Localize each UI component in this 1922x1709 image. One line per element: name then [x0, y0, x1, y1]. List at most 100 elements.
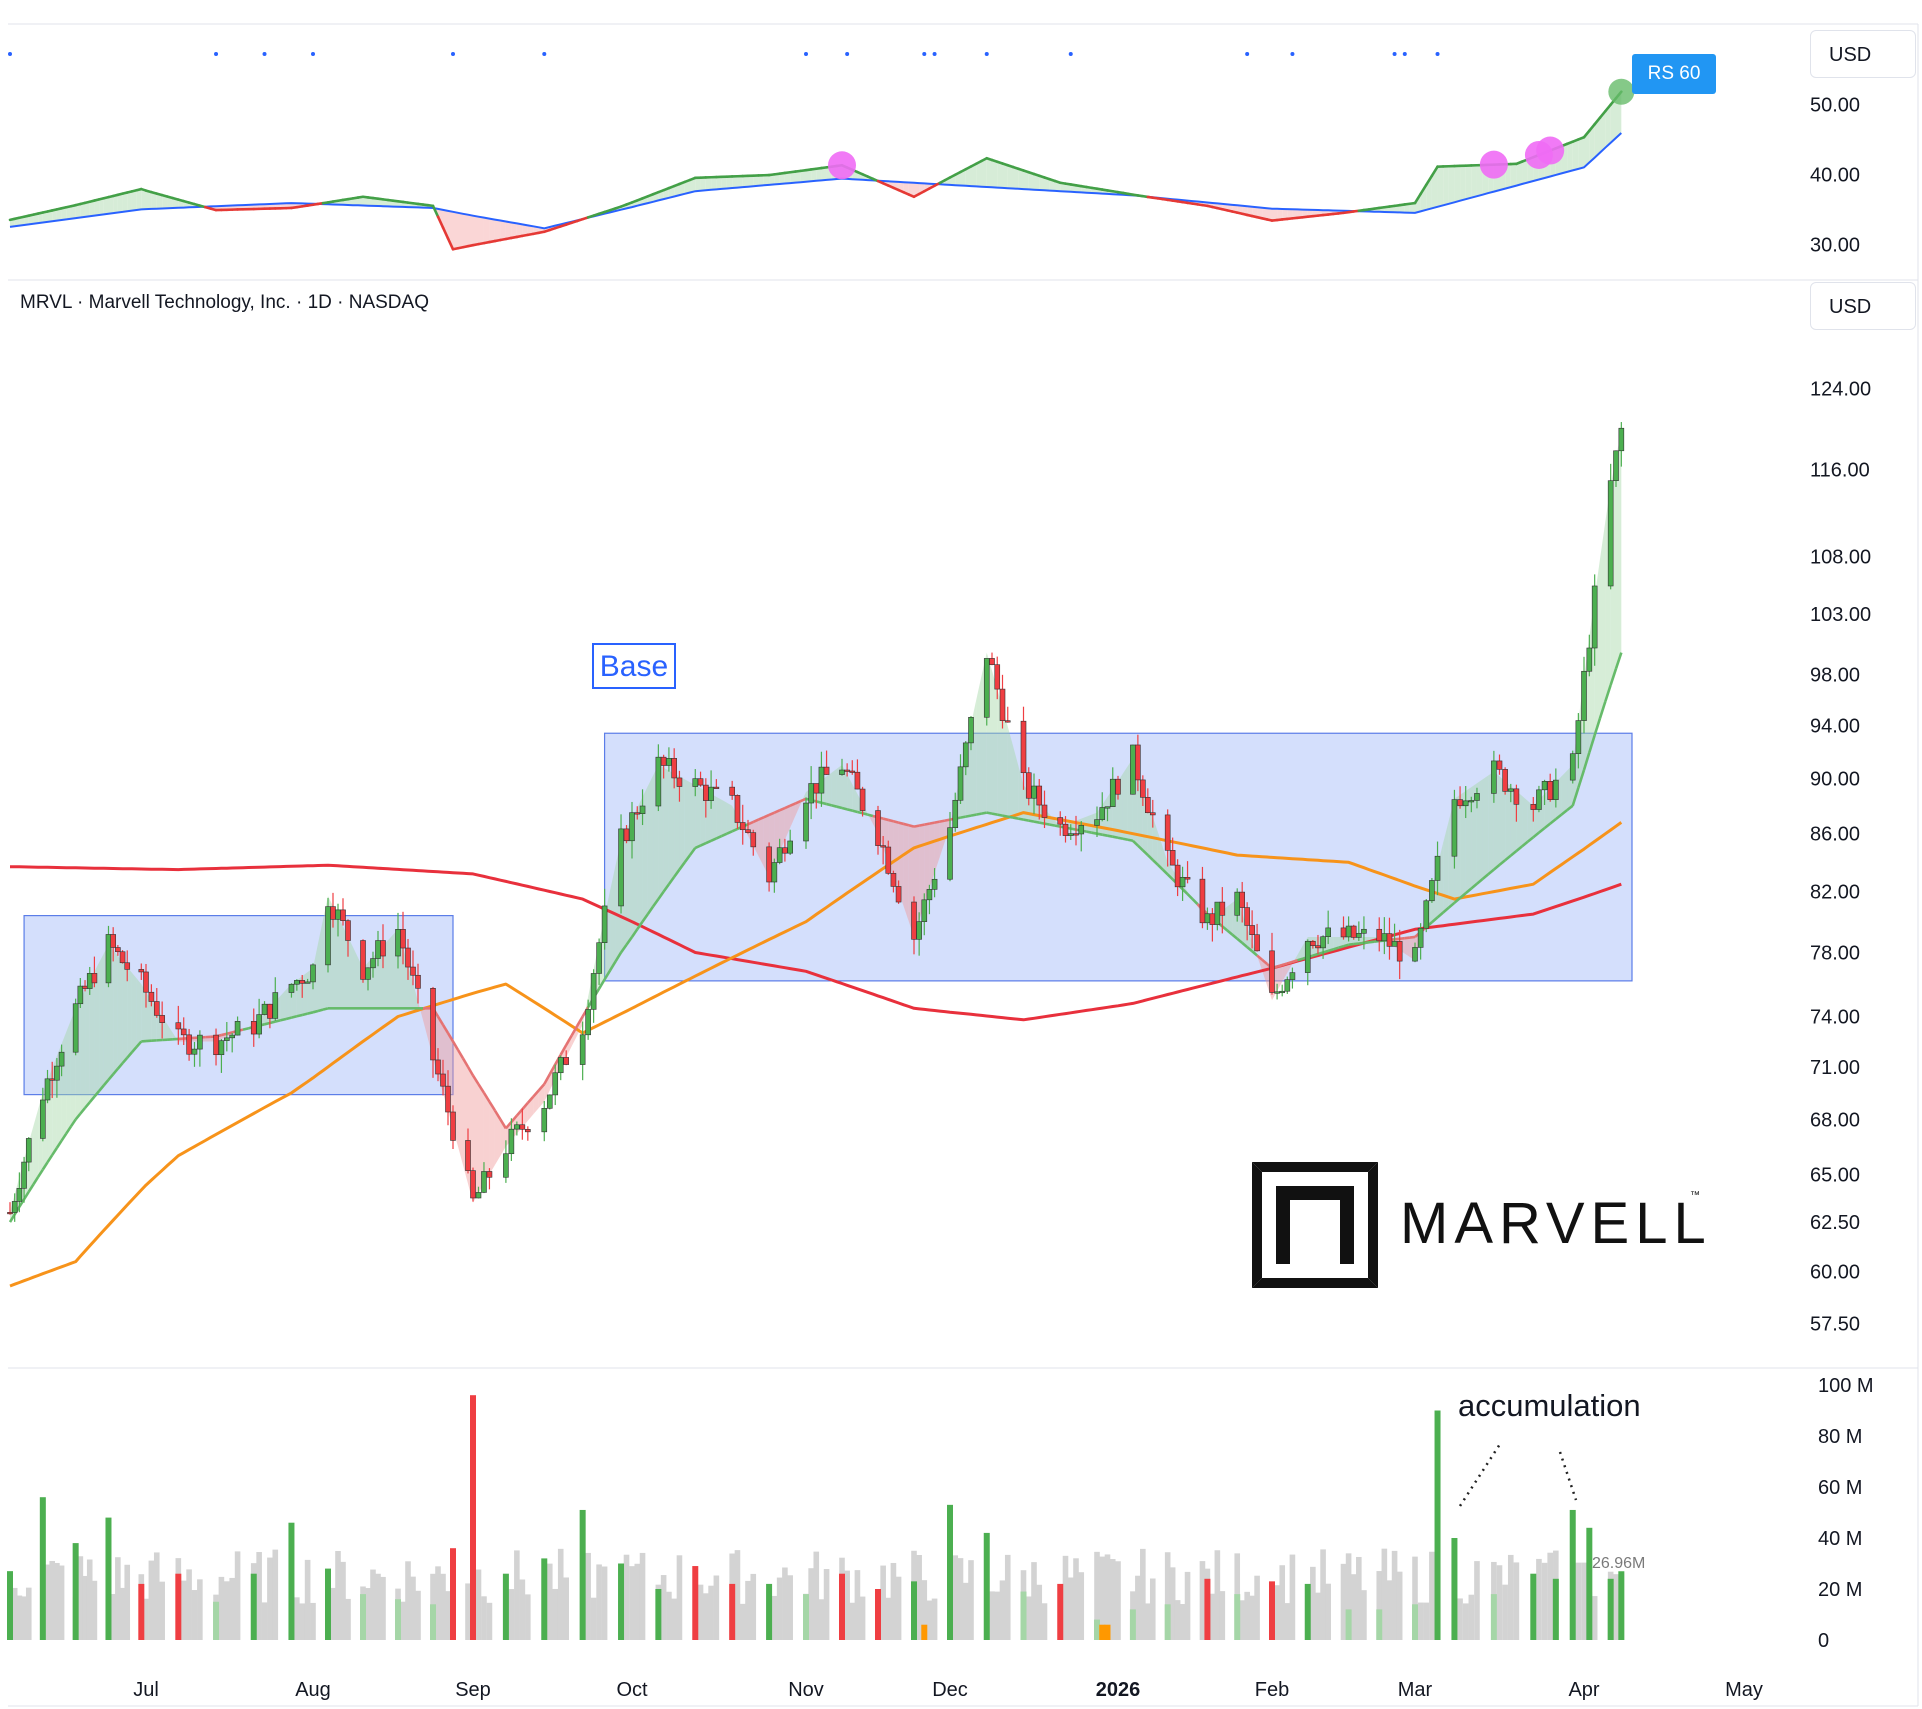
ema-line-segment [784, 804, 791, 810]
rs-cloud-segment [737, 176, 743, 188]
candle-body [854, 771, 861, 790]
candle-body [229, 1034, 235, 1039]
price-cloud-segment [99, 953, 104, 1091]
price-y-tick-label: 62.50 [1810, 1212, 1860, 1234]
ema-line-segment [1509, 849, 1518, 857]
volume-bar-neutral [180, 1580, 187, 1640]
price-y-tick-label: 90.00 [1810, 768, 1860, 790]
candle-body [148, 991, 155, 1002]
price-cloud-segment [1465, 787, 1472, 894]
candle-body [1109, 778, 1116, 807]
candle-body [1536, 789, 1542, 810]
price-cloud-segment [668, 770, 675, 885]
price-cloud-segment [1527, 800, 1534, 842]
price-cloud-segment [711, 793, 717, 841]
price-cloud-segment [1157, 831, 1163, 870]
rs-cloud-segment [981, 158, 987, 187]
price-cloud-segment [131, 972, 137, 1053]
volume-bar-neutral [16, 1595, 23, 1640]
rs-cloud-segment [500, 220, 506, 241]
rs-cloud-segment [136, 189, 142, 210]
ema-line-segment [1338, 945, 1344, 950]
volume-bar-neutral [86, 1559, 93, 1640]
rs-cloud-segment [790, 171, 796, 184]
volume-bar-neutral [1320, 1549, 1326, 1640]
volume-bar-neutral [885, 1597, 892, 1640]
x-tick-label: Oct [616, 1679, 648, 1701]
volume-bar-neutral [1149, 1578, 1156, 1640]
rs-cloud-segment [1060, 182, 1066, 192]
candle-body [1219, 901, 1226, 916]
ema-line-segment [269, 1020, 276, 1025]
price-cloud-segment [89, 971, 95, 1103]
volume-bar-neutral [1507, 1554, 1514, 1640]
rs-cloud-segment [80, 202, 86, 218]
price-cloud-segment [842, 764, 848, 810]
price-y-tick-label: 86.00 [1810, 824, 1860, 846]
x-tick-label: Jul [133, 1679, 159, 1701]
volume-bar-neutral [1462, 1603, 1469, 1640]
volume-bar-neutral [1381, 1548, 1388, 1640]
price-cloud-segment [408, 964, 413, 1009]
ema-line-segment [1122, 837, 1129, 842]
ema-line-segment [436, 1015, 445, 1026]
rs-cloud-segment [117, 193, 123, 213]
volume-bar [1269, 1581, 1275, 1640]
currency-selector-rs[interactable]: USD [1810, 30, 1916, 78]
marvell-logo-mark-icon [1252, 1162, 1378, 1288]
ema-line-segment [1373, 939, 1380, 944]
candle-body [365, 967, 371, 980]
candle-body [380, 940, 386, 957]
volume-bar-neutral [1109, 1559, 1116, 1640]
volume-bar-neutral [197, 1579, 203, 1640]
ema-line-segment [1409, 935, 1416, 939]
ema-line-segment [576, 1015, 584, 1027]
candle-body [1140, 779, 1146, 798]
ema-line-segment [322, 1007, 329, 1011]
ema-line-segment [1112, 835, 1119, 839]
candle-body [1607, 480, 1614, 587]
rs-cloud-segment [816, 168, 822, 181]
ema-line-segment [752, 818, 760, 824]
rs-signal-dot [1435, 52, 1440, 56]
candle-body [692, 778, 699, 787]
ema-line-segment [312, 1009, 319, 1014]
ema-line-segment [1521, 840, 1529, 848]
volume-bar-neutral [739, 1603, 746, 1640]
ema-line-segment [1332, 946, 1339, 951]
volume-bar [839, 1573, 845, 1640]
ema-line-segment [27, 1183, 35, 1193]
candle-body [962, 742, 969, 768]
candle-body [1386, 933, 1393, 947]
ema-line-segment [301, 1012, 308, 1017]
ema-line-segment [619, 943, 628, 954]
price-cloud-segment [1152, 816, 1158, 865]
candle-body [294, 980, 300, 985]
candle-body [345, 920, 351, 941]
candle-body [1041, 804, 1048, 818]
rs-cloud-segment [1252, 206, 1258, 218]
ema-line-segment [763, 813, 770, 819]
ema-line-segment [867, 813, 874, 818]
ema-line-segment [597, 978, 606, 990]
volume-bar-neutral [261, 1602, 268, 1640]
candle-body [546, 1094, 553, 1109]
rs-cloud-segment [1600, 111, 1606, 153]
ema-line-segment [1221, 925, 1229, 932]
rs-cloud-segment [732, 176, 738, 189]
ema-line-segment [1276, 963, 1283, 968]
rs-cloud-segment [89, 200, 95, 217]
price-cloud-segment [847, 774, 853, 811]
ema-line-segment [726, 830, 733, 835]
currency-selector-price[interactable]: USD [1810, 282, 1916, 330]
price-cloud-segment [1227, 902, 1233, 935]
accumulation-label: accumulation [1458, 1388, 1641, 1423]
volume-bar-neutral [1219, 1591, 1226, 1640]
volume-y-tick-label: 40 M [1818, 1528, 1862, 1550]
volume-bar-neutral [916, 1554, 922, 1640]
ema-line-segment [1033, 820, 1040, 824]
rs-cloud-segment [674, 184, 680, 197]
ema-line-segment [41, 1161, 49, 1171]
price-cloud-segment [318, 919, 323, 1011]
price-cloud-segment [478, 1084, 484, 1194]
